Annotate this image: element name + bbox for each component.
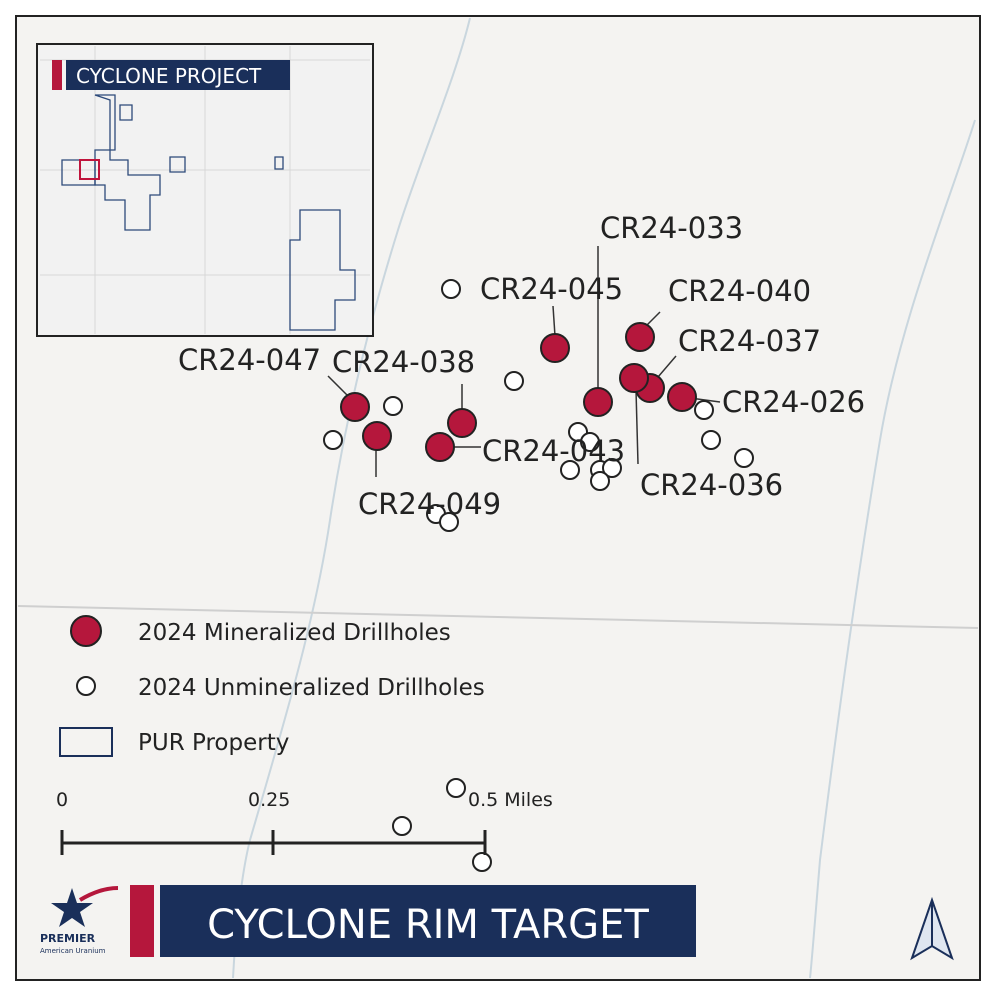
drillhole-label: CR24-026 xyxy=(722,385,865,419)
logo: PREMIER American Uranium xyxy=(40,886,119,955)
drillhole-label: CR24-037 xyxy=(678,324,821,358)
unmineralized-drillhole xyxy=(701,430,721,450)
mineralized-drillhole xyxy=(625,322,655,352)
unmineralized-drillhole xyxy=(446,778,466,798)
legend-label: PUR Property xyxy=(138,730,289,756)
drillhole-label: CR24-040 xyxy=(668,274,811,308)
north-arrow xyxy=(910,896,954,961)
unmineralized-drillhole xyxy=(504,371,524,391)
drillhole-label: CR24-038 xyxy=(332,345,475,379)
drillhole-label: CR24-047 xyxy=(178,343,321,377)
drillhole-label: CR24-043 xyxy=(482,434,625,468)
unmineralized-drillhole xyxy=(472,852,492,872)
unmineralized-drillhole xyxy=(734,448,754,468)
mineralized-drillhole xyxy=(540,333,570,363)
mineralized-drillhole xyxy=(425,432,455,462)
unmineralized-drillhole xyxy=(439,512,459,532)
mineralized-drillhole xyxy=(340,392,370,422)
drillhole-label: CR24-049 xyxy=(358,487,501,521)
mineralized-drillhole xyxy=(583,387,613,417)
leader-line xyxy=(552,305,556,337)
logo-name: PREMIER xyxy=(40,932,96,945)
unmineralized-drillhole xyxy=(590,471,610,491)
title: CYCLONE RIM TARGET xyxy=(207,902,649,948)
unmineralized-drillhole xyxy=(383,396,403,416)
mineralized-drillhole xyxy=(667,382,697,412)
scale-label: 0.25 xyxy=(248,789,290,811)
drillhole-label: CR24-045 xyxy=(480,272,623,306)
leader-line xyxy=(635,389,639,465)
unmineralized-drillhole xyxy=(602,458,622,478)
legend-label: 2024 Mineralized Drillholes xyxy=(138,620,451,646)
unmineralized-drillhole xyxy=(392,816,412,836)
scale-label: 0.5 Miles xyxy=(468,789,553,811)
roads xyxy=(17,17,979,979)
drillhole-labels: CR24-033 CR24-045 CR24-040 CR24-037 CR24-026… xyxy=(178,211,865,521)
legend-label: 2024 Unmineralized Drillholes xyxy=(138,675,485,701)
mineralized-drillhole xyxy=(619,363,649,393)
drillhole-label: CR24-033 xyxy=(600,211,743,245)
drillholes xyxy=(323,279,754,872)
title-banner xyxy=(160,885,696,957)
title-accent xyxy=(130,885,154,957)
scale-bar: 0 0.25 0.5 Miles xyxy=(56,789,553,855)
unmineralized-drillhole xyxy=(560,460,580,480)
logo-subtitle: American Uranium xyxy=(40,947,106,955)
inset-map: CYCLONE PROJECT xyxy=(36,43,374,337)
scale-label: 0 xyxy=(56,789,68,811)
inset-title: CYCLONE PROJECT xyxy=(76,64,262,88)
unmineralized-drillhole xyxy=(580,432,600,452)
unmineralized-drillhole xyxy=(323,430,343,450)
unmineralized-drillhole xyxy=(694,400,714,420)
drillhole-label: CR24-036 xyxy=(640,468,783,502)
mineralized-drillhole xyxy=(447,408,477,438)
mineralized-drillhole xyxy=(362,421,392,451)
legend: 2024 Mineralized Drillholes 2024 Unminer… xyxy=(59,615,485,757)
unmineralized-drillhole xyxy=(441,279,461,299)
